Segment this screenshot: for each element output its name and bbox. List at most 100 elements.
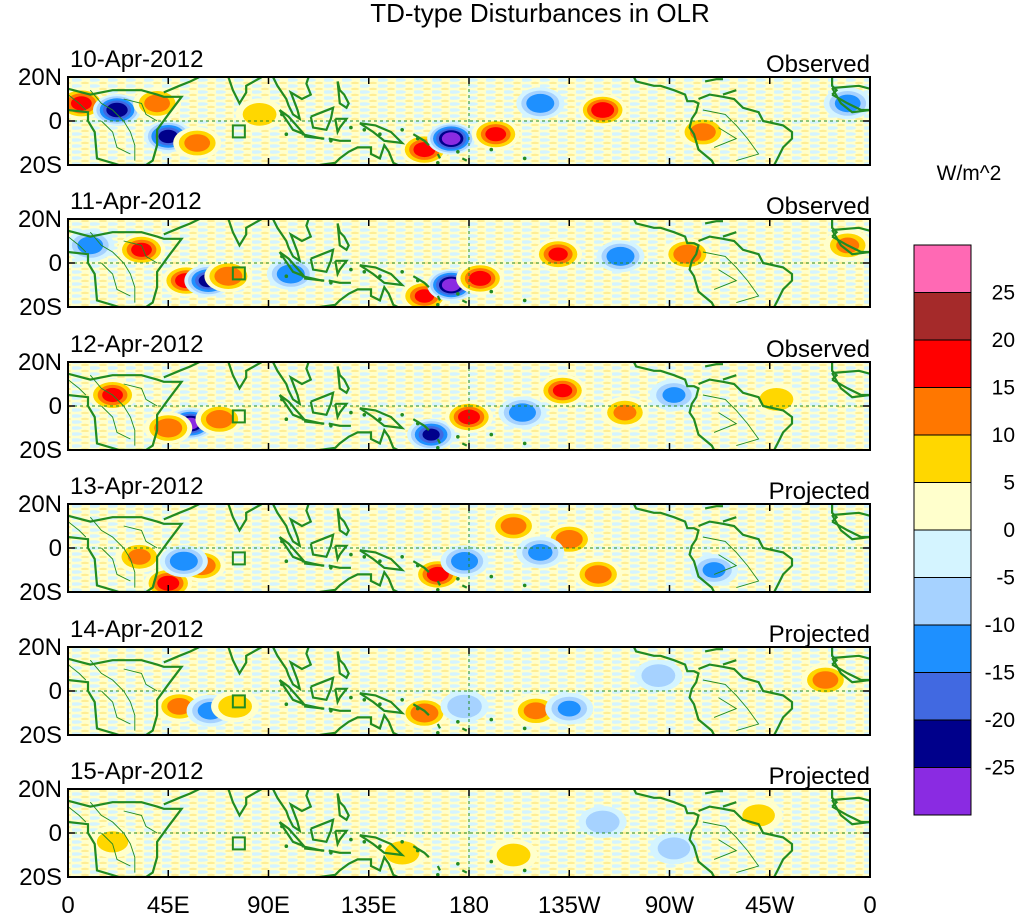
coastline — [632, 219, 716, 307]
contour-level — [702, 562, 726, 578]
coastline — [412, 418, 430, 431]
coastline — [334, 687, 349, 706]
olr-anomaly-blob — [93, 94, 142, 126]
contour-level — [759, 388, 794, 411]
island-outline — [231, 409, 246, 424]
coastline — [831, 663, 870, 682]
island-dot — [400, 840, 404, 844]
contour-level — [131, 242, 152, 257]
coastline — [461, 157, 468, 162]
coastline — [722, 374, 737, 381]
island-dot — [415, 421, 420, 426]
contour-level — [613, 404, 637, 421]
island-dot — [378, 702, 382, 706]
olr-anomaly-blob — [456, 262, 505, 295]
y-tick-label: 20S — [19, 579, 62, 606]
map-panel: 20N 0 20S 13-Apr-2012 Projected — [18, 473, 871, 606]
coastline — [461, 299, 468, 304]
colorbar-bin — [913, 292, 972, 341]
coastline — [319, 142, 399, 165]
contour-level — [641, 664, 676, 687]
coastline — [336, 223, 350, 252]
panel-status-label: Observed — [766, 336, 870, 363]
coastline — [336, 508, 350, 537]
country-border — [702, 679, 760, 732]
island-dot — [362, 840, 367, 844]
x-tick-label: 0 — [863, 892, 876, 919]
coastline — [632, 362, 716, 450]
island-dot — [489, 147, 494, 152]
coastline — [272, 219, 313, 264]
coastline — [722, 516, 737, 523]
island-dot — [522, 441, 527, 446]
island-dot — [362, 413, 367, 417]
olr-anomaly-blob — [235, 98, 284, 131]
coastline — [830, 647, 839, 666]
island-outline — [231, 836, 246, 851]
contour-level — [96, 831, 129, 853]
island-dot — [415, 848, 420, 853]
panel-field — [68, 647, 870, 735]
contour-level — [242, 103, 277, 126]
country-border — [702, 536, 760, 589]
y-tick-label: 20S — [19, 152, 62, 179]
country-border — [68, 236, 87, 253]
x-tick-label: 180 — [449, 892, 489, 919]
island-dot — [349, 267, 353, 272]
coastline — [272, 77, 313, 122]
map-panel: 20N 0 20S 12-Apr-2012 Observed — [18, 331, 871, 464]
x-tick-label: 90E — [247, 892, 290, 919]
coastline — [412, 133, 430, 146]
coastline — [359, 407, 406, 430]
olr-anomaly-blob — [516, 87, 565, 120]
olr-anomaly-blob — [159, 545, 208, 578]
coastline — [206, 504, 263, 533]
contour-level — [485, 127, 507, 142]
colorbar-bin — [913, 244, 972, 293]
contour-level — [552, 383, 573, 398]
coastline — [163, 77, 200, 94]
coastline — [336, 81, 350, 110]
olr-anomaly-blob — [690, 554, 739, 586]
colorbar-tick-label: -20 — [985, 709, 1015, 732]
island-dot — [378, 559, 382, 563]
olr-anomaly-blob — [596, 240, 645, 273]
coastline — [722, 659, 737, 666]
contour-level — [523, 702, 549, 720]
x-tick-label: 135W — [538, 892, 601, 919]
coastline — [830, 504, 839, 523]
country-border — [713, 127, 738, 148]
coastline — [68, 514, 184, 592]
island-outline — [231, 124, 246, 139]
island-dot — [456, 435, 460, 439]
island-dot — [378, 844, 382, 848]
coastline — [336, 793, 350, 822]
coastline — [698, 805, 794, 877]
coastline — [301, 560, 325, 567]
coastline — [68, 87, 184, 165]
coastline — [163, 504, 200, 521]
colorbar-tick-label: -15 — [985, 662, 1015, 685]
olr-anomaly-blob — [471, 118, 520, 151]
colorbar-tick-label: -10 — [985, 614, 1015, 637]
panel-field — [68, 77, 870, 165]
coastline — [831, 805, 870, 824]
coastline — [359, 692, 406, 715]
coastline — [334, 259, 349, 278]
country-border — [68, 379, 87, 396]
colorbar-bin — [913, 767, 972, 816]
country-border — [101, 405, 131, 440]
island-dot — [400, 555, 404, 559]
island-dot — [436, 588, 440, 592]
country-border — [123, 240, 158, 264]
y-tick-label: 0 — [49, 250, 62, 277]
island-dot — [522, 298, 527, 303]
coastline — [436, 580, 441, 586]
olr-anomaly-blob — [144, 412, 193, 444]
coastline — [334, 829, 349, 848]
olr-anomaly-blob — [801, 664, 850, 696]
coastline — [301, 703, 325, 710]
coastline — [309, 533, 335, 559]
island-dot — [522, 868, 527, 873]
contour-level — [584, 565, 612, 584]
